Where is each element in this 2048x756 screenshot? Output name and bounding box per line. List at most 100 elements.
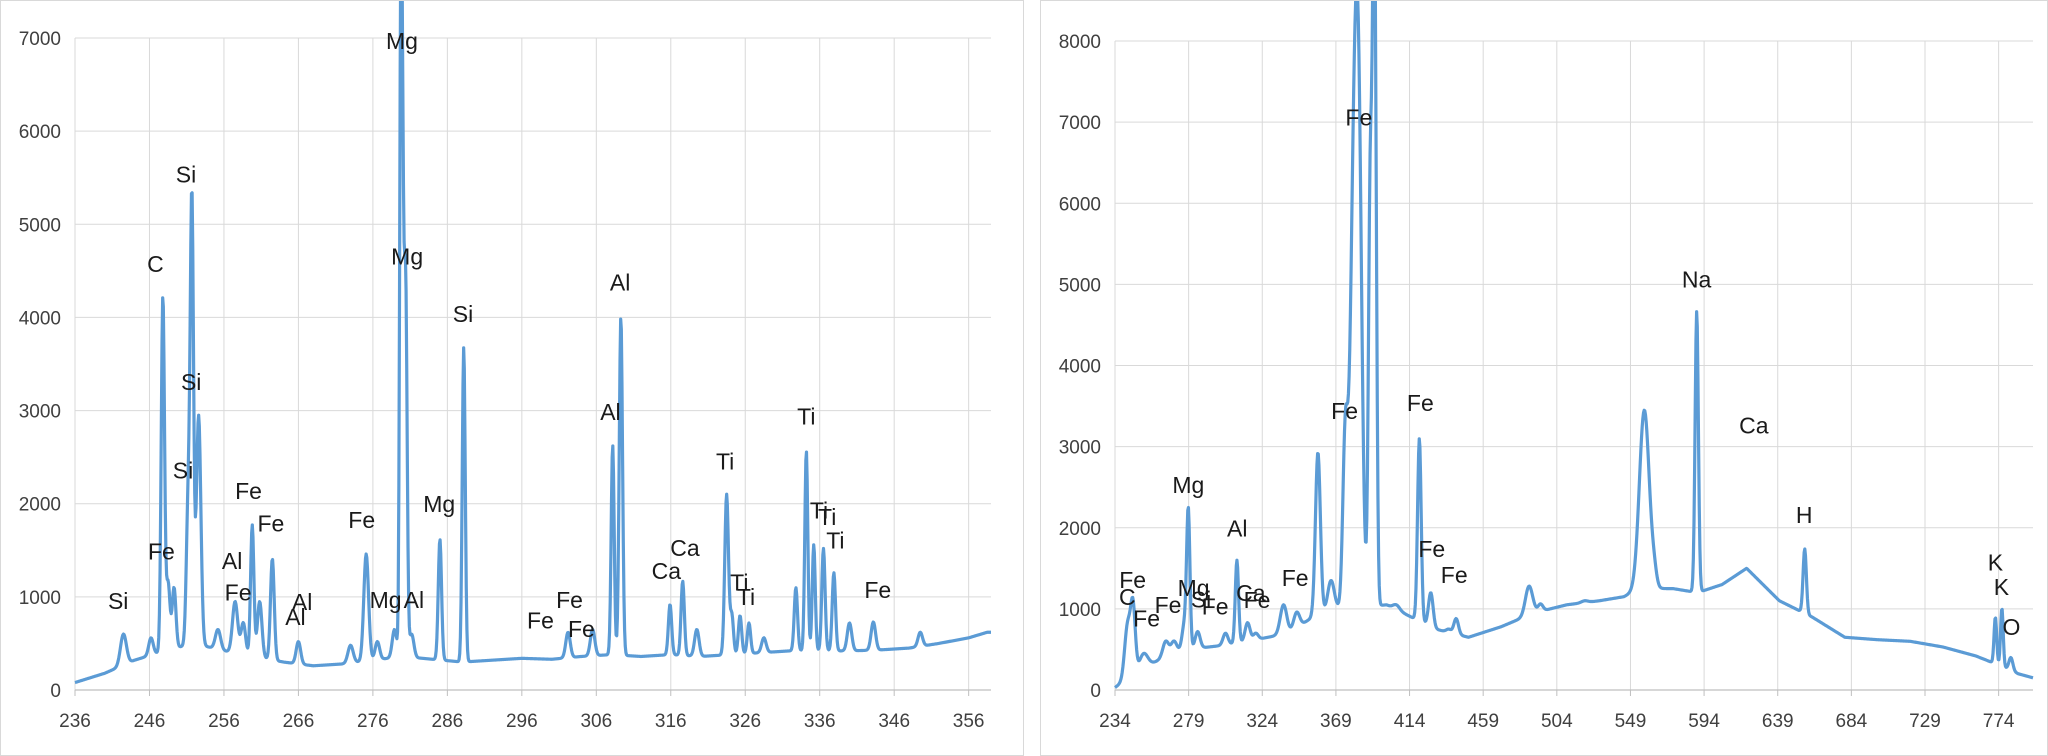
chart1-x-tick-label-11: 729 — [1909, 711, 1941, 732]
chart0-annotation-fe-12: Fe — [348, 507, 375, 533]
chart0-x-tick-label-0: 236 — [59, 711, 91, 732]
chart0-annotation-fe-8: Fe — [235, 478, 262, 504]
chart1-y-tick-label-5: 5000 — [1059, 275, 1101, 296]
chart1-y-tick-label-4: 4000 — [1059, 357, 1101, 378]
chart1-annotation-fe-15: Fe — [1418, 536, 1445, 562]
chart0-y-tick-label-4: 4000 — [19, 308, 61, 329]
chart0-annotation-al-6: Al — [222, 548, 242, 574]
chart0-y-tick-label-0: 0 — [50, 681, 61, 702]
chart0-spectrum-line — [74, 1, 992, 685]
chart1-annotation-o-22: O — [2002, 614, 2020, 640]
chart0-annotation-fe-20: Fe — [556, 587, 583, 613]
chart1-annotation-ca-9: Ca — [1236, 580, 1266, 606]
chart1-annotation-fe-12: Fe — [1331, 398, 1358, 424]
chart0-x-tick-label-11: 346 — [878, 711, 910, 732]
chart0-annotation-al-14: Al — [404, 587, 424, 613]
chart0-annotation-fe-33: Fe — [864, 577, 891, 603]
chart0-x-tick-label-5: 286 — [432, 711, 464, 732]
chart0-annotation-c-1: C — [147, 251, 164, 277]
chart1-x-tick-label-3: 369 — [1320, 711, 1352, 732]
chart0-x-tick-label-9: 326 — [729, 711, 761, 732]
chart0-annotation-ti-32: Ti — [826, 527, 844, 553]
chart1-annotation-fe-13: Fe — [1345, 104, 1372, 130]
chart0-y-tick-label-3: 3000 — [19, 402, 61, 423]
chart1-annotation-fe-1: Fe — [1119, 567, 1146, 593]
chart1-x-tick-label-12: 774 — [1983, 711, 2015, 732]
chart0-annotation-ti-29: Ti — [797, 404, 815, 430]
chart1-x-tick-label-10: 684 — [1836, 711, 1868, 732]
chart1-x-tick-label-6: 504 — [1541, 711, 1573, 732]
chart1-annotation-fe-2: Fe — [1133, 606, 1160, 632]
chart0-annotation-al-23: Al — [610, 269, 630, 295]
chart0-annotation-si-3: Si — [173, 458, 193, 484]
chart1-y-tick-label-0: 0 — [1090, 681, 1101, 702]
chart0-x-tick-label-10: 336 — [804, 711, 836, 732]
chart0-annotation-fe-21: Fe — [568, 616, 595, 642]
chart1-annotation-ca-18: Ca — [1739, 413, 1769, 439]
chart1-annotation-fe-7: Fe — [1202, 594, 1229, 620]
chart1-x-tick-label-5: 459 — [1467, 711, 1499, 732]
chart-panel-left: 236 246 256 266 276 286 296 306 316 326 336 346 356 0… — [0, 0, 1024, 756]
chart0-x-tick-label-8: 316 — [655, 711, 687, 732]
chart1-y-tick-label-8: 8000 — [1059, 32, 1101, 53]
chart0-annotation-ca-24: Ca — [652, 558, 682, 584]
chart1-x-tick-label-2: 324 — [1246, 711, 1278, 732]
chart0-annotation-fe-9: Fe — [257, 511, 284, 537]
chart0-y-tick-label-6: 6000 — [19, 122, 61, 143]
chart0-x-tick-label-1: 246 — [134, 711, 166, 732]
chart1-annotation-h-19: H — [1796, 502, 1813, 528]
chart0-annotation-mg-13: Mg — [370, 587, 402, 613]
chart0-annotation-si-0: Si — [108, 588, 128, 614]
chart1-annotation-k-20: K — [1988, 550, 2004, 576]
chart0-x-tick-label-12: 356 — [953, 711, 985, 732]
chart0-annotation-si-18: Si — [453, 301, 473, 327]
spectrum-chart-right: 234 279 324 369 414 459 504 549 594 639 684 729 774 0… — [1059, 1, 2034, 732]
chart0-annotation-al-11: Al — [292, 589, 312, 615]
chart1-annotation-si-6: Si — [1191, 586, 1211, 612]
chart0-y-tick-label-7: 7000 — [19, 29, 61, 50]
chart0-annotation-al-10: Al — [285, 604, 305, 630]
chart0-x-tick-label-2: 256 — [208, 711, 240, 732]
chart-panel-right: 234 279 324 369 414 459 504 549 594 639 684 729 774 0… — [1040, 0, 2048, 756]
chart1-annotation-na-17: Na — [1682, 267, 1712, 293]
chart1-annotation-k-21: K — [1994, 574, 2010, 600]
chart1-x-tick-label-0: 234 — [1099, 711, 1131, 732]
chart1-x-tick-label-1: 279 — [1173, 711, 1205, 732]
chart0-annotation-ca-25: Ca — [670, 535, 700, 561]
chart1-x-tick-label-9: 639 — [1762, 711, 1794, 732]
chart1-y-tick-label-2: 2000 — [1059, 519, 1101, 540]
chart1-annotation-fe-3: Fe — [1155, 592, 1182, 618]
chart0-annotation-fe-7: Fe — [225, 580, 252, 606]
chart1-y-tick-label-3: 3000 — [1059, 438, 1101, 459]
chart1-annotation-mg-5: Mg — [1178, 575, 1210, 601]
chart0-x-tick-label-7: 306 — [580, 711, 612, 732]
chart0-x-tick-label-4: 276 — [357, 711, 389, 732]
chart0-annotation-mg-17: Mg — [423, 491, 455, 517]
chart1-x-tick-label-8: 594 — [1688, 711, 1720, 732]
chart1-annotation-c-0: C — [1119, 584, 1136, 610]
chart0-annotation-mg-15: Mg — [386, 28, 418, 54]
chart0-annotation-ti-27: Ti — [730, 569, 748, 595]
chart0-annotation-si-5: Si — [181, 369, 201, 395]
chart0-annotation-fe-2: Fe — [148, 539, 175, 565]
chart0-y-tick-label-5: 5000 — [19, 215, 61, 236]
chart1-x-tick-label-7: 549 — [1615, 711, 1647, 732]
chart0-annotation-fe-19: Fe — [527, 608, 554, 634]
chart1-annotation-fe-11: Fe — [1282, 565, 1309, 591]
chart0-annotation-ti-30: Ti — [810, 498, 828, 524]
chart0-annotation-si-4: Si — [176, 161, 196, 187]
chart0-annotation-mg-16: Mg — [391, 243, 423, 269]
chart0-annotation-al-22: Al — [600, 399, 620, 425]
chart1-y-tick-label-6: 6000 — [1059, 194, 1101, 215]
chart0-y-tick-label-1: 1000 — [19, 588, 61, 609]
chart0-y-tick-label-2: 2000 — [19, 495, 61, 516]
chart1-annotation-mg-4: Mg — [1172, 472, 1204, 498]
chart1-spectrum-line — [1114, 1, 2034, 689]
chart0-x-tick-label-6: 296 — [506, 711, 538, 732]
chart0-annotation-ti-28: Ti — [737, 584, 755, 610]
chart1-annotation-al-8: Al — [1227, 516, 1247, 542]
chart1-x-tick-label-4: 414 — [1394, 711, 1426, 732]
chart0-x-tick-label-3: 266 — [283, 711, 315, 732]
chart1-annotation-fe-14: Fe — [1407, 390, 1434, 416]
chart1-annotation-fe-16: Fe — [1441, 562, 1468, 588]
